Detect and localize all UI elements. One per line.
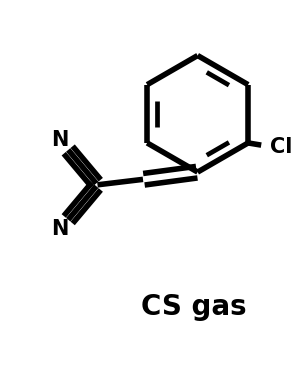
Text: N: N xyxy=(51,220,69,239)
Text: N: N xyxy=(51,130,69,150)
Text: CS gas: CS gas xyxy=(141,293,247,321)
Text: Cl: Cl xyxy=(270,137,292,157)
